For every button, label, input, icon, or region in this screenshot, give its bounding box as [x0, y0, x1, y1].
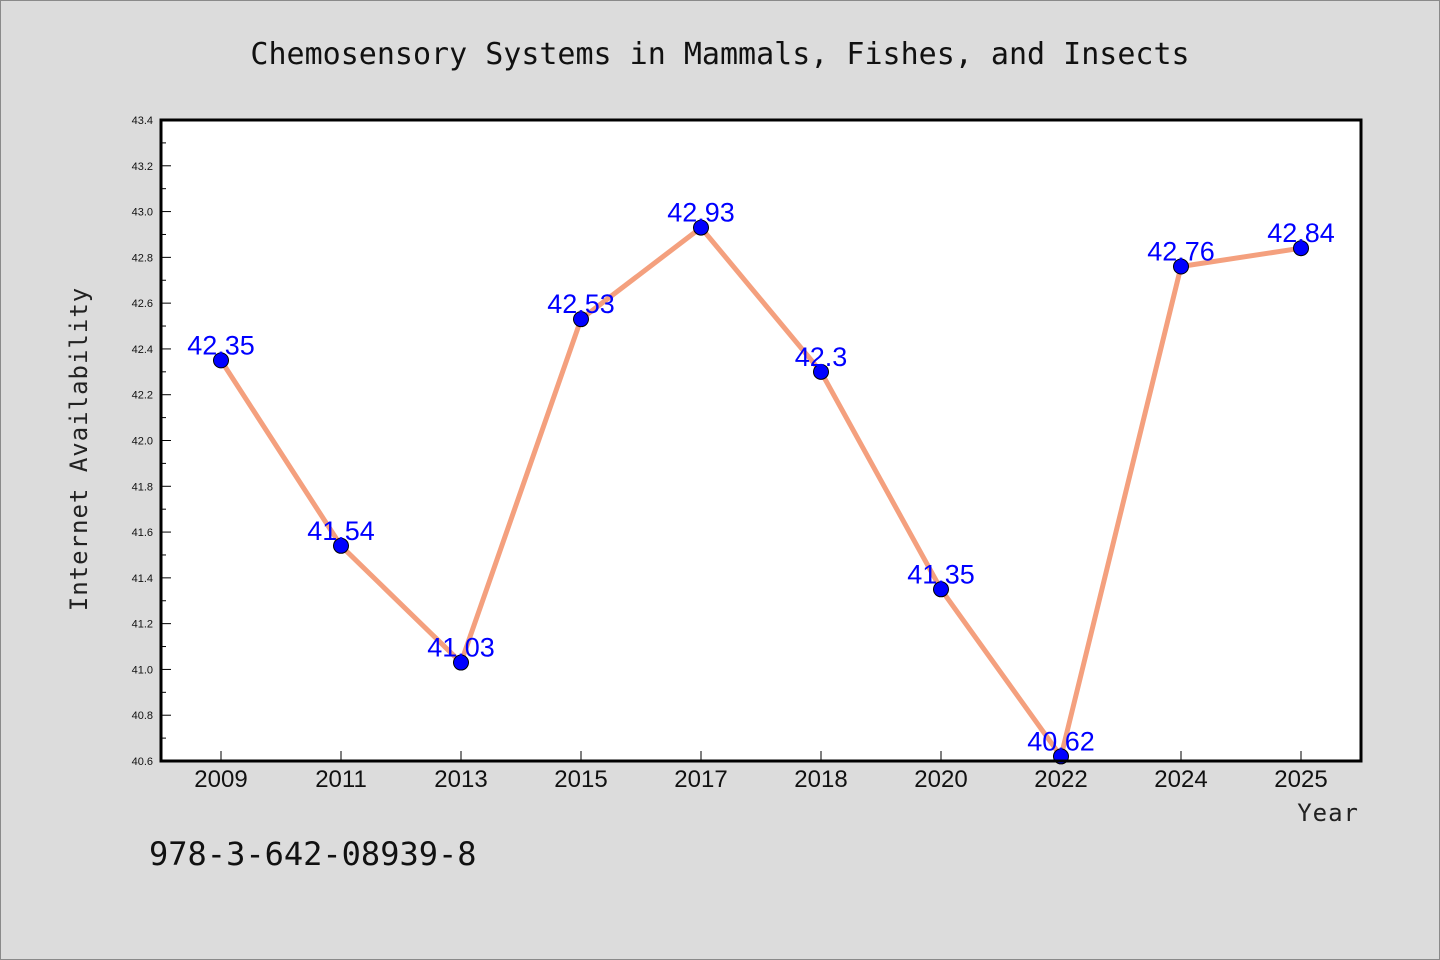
data-labels: 42.35 41.54 41.03 42.53 42.93 42.3 41.35 40.62 4… — [187, 198, 1335, 757]
y-tick-label: 42.6 — [132, 298, 153, 310]
y-tick-label: 43.0 — [132, 207, 153, 219]
plot-area — [161, 120, 1361, 761]
y-tick-label: 42.4 — [132, 344, 153, 356]
y-tick-label: 42.0 — [132, 436, 153, 448]
data-point — [1293, 240, 1309, 257]
data-label: 42.53 — [547, 289, 615, 319]
data-point — [453, 654, 469, 671]
x-tick-label: 2011 — [315, 766, 367, 793]
x-tick-label: 2017 — [674, 766, 727, 793]
x-tick-label: 2025 — [1274, 766, 1327, 793]
data-point — [573, 311, 589, 328]
y-tick-label: 41.4 — [132, 573, 153, 585]
x-tick-label: 2020 — [914, 766, 967, 793]
data-point — [333, 537, 349, 554]
x-tick-label: 2024 — [1154, 766, 1207, 793]
y-tick-label: 41.0 — [132, 664, 153, 676]
x-axis-ticks: 2009 2011 2013 2015 2017 2018 2020 2022 2024 2025 — [194, 751, 1328, 793]
data-point — [813, 363, 829, 380]
y-tick-label: 41.8 — [132, 481, 153, 493]
data-label: 42.3 — [795, 342, 848, 372]
isbn-annotation: 978-3-642-08939-8 — [149, 835, 477, 873]
y-axis-ticks: 40.6 40.8 41.0 41.2 41.4 41.6 41.8 42.0 42.2 42.4… — [132, 115, 171, 768]
series-line — [218, 225, 1304, 759]
data-point — [1173, 258, 1189, 275]
y-tick-label: 43.2 — [132, 161, 153, 173]
chart-title: Chemosensory Systems in Mammals, Fishes,… — [250, 37, 1189, 72]
y-tick-label: 40.8 — [132, 710, 153, 722]
data-label: 42.84 — [1267, 218, 1335, 248]
y-tick-label: 42.2 — [132, 390, 153, 402]
y-tick-label: 40.6 — [132, 756, 153, 768]
y-tick-label: 41.2 — [132, 619, 153, 631]
x-tick-label: 2013 — [434, 766, 487, 793]
data-label: 42.76 — [1147, 237, 1215, 267]
data-label: 42.35 — [187, 330, 255, 360]
y-axis-label: Internet Availability — [65, 287, 93, 611]
x-axis-label: Year — [1297, 799, 1359, 827]
data-point — [933, 581, 949, 598]
data-label: 41.03 — [427, 633, 495, 663]
data-point — [213, 352, 229, 369]
x-tick-label: 2015 — [554, 766, 607, 793]
y-tick-label: 41.6 — [132, 527, 153, 539]
plot-frame — [159, 118, 1363, 763]
y-tick-label: 43.4 — [132, 115, 153, 127]
data-point — [693, 219, 709, 236]
x-tick-label: 2018 — [794, 766, 847, 793]
data-label: 42.93 — [667, 198, 735, 228]
x-tick-label: 2022 — [1034, 766, 1087, 793]
x-tick-label: 2009 — [194, 766, 247, 793]
y-tick-label: 42.8 — [132, 252, 153, 264]
data-label: 41.35 — [907, 559, 975, 589]
data-label: 41.54 — [307, 516, 375, 546]
data-markers — [213, 219, 1309, 765]
data-label: 40.62 — [1027, 726, 1095, 756]
